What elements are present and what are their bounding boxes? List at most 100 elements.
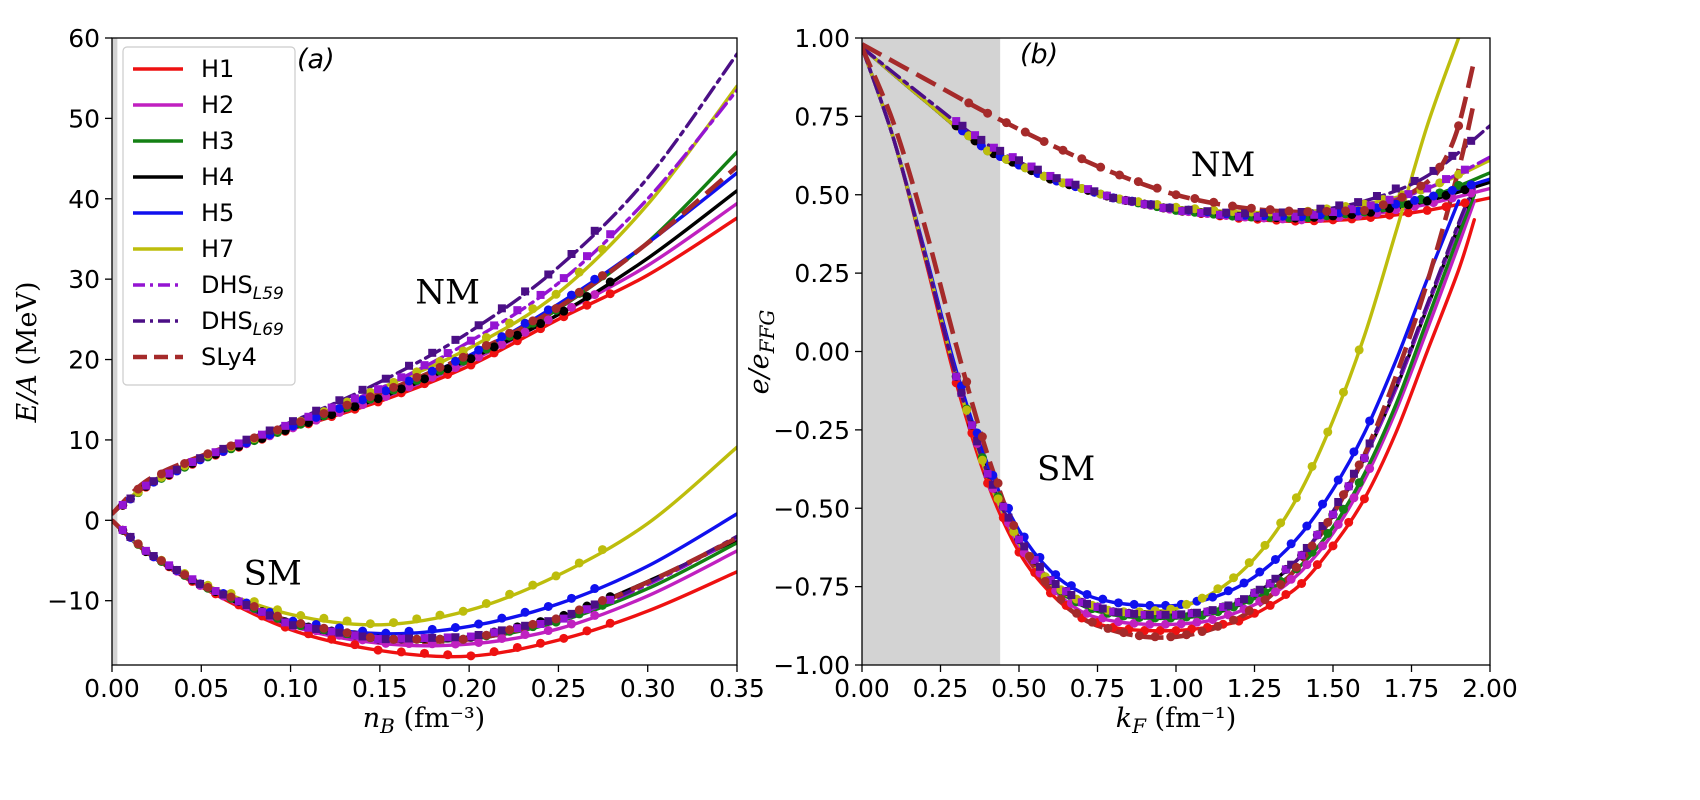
data-point <box>1209 197 1219 207</box>
series-line-dhs_l59-sm <box>112 518 737 642</box>
data-point <box>559 633 569 643</box>
data-point <box>512 642 522 652</box>
data-point <box>988 480 997 489</box>
data-point <box>1297 578 1307 588</box>
data-point <box>582 292 592 302</box>
data-point <box>1344 482 1353 491</box>
data-point <box>1030 555 1039 564</box>
data-point <box>242 600 251 609</box>
data-point <box>1027 162 1036 171</box>
data-point <box>1323 427 1333 437</box>
data-point <box>427 624 437 634</box>
chart-panel-b: 0.00 0.25 0.50 0.75 1.00 1.25 1.50 1.75 2.00 −1.0… <box>744 24 1518 738</box>
data-point <box>1291 562 1301 572</box>
data-point <box>1391 199 1401 209</box>
data-point <box>489 647 499 657</box>
data-point <box>1447 185 1457 195</box>
data-point <box>1150 632 1160 642</box>
x-tick-label: 1.50 <box>1305 674 1361 703</box>
data-point <box>1310 210 1319 219</box>
legend-label-h7: H7 <box>201 235 234 263</box>
y-tick-label: 0.25 <box>794 259 850 288</box>
data-point <box>1460 185 1470 195</box>
data-point <box>405 361 414 370</box>
data-point <box>365 632 375 642</box>
data-point <box>188 458 197 467</box>
data-point <box>1004 513 1013 522</box>
data-point <box>1192 617 1202 627</box>
points-panel-b <box>951 98 1476 642</box>
data-point <box>567 593 577 603</box>
data-point <box>1215 210 1224 219</box>
data-point <box>1385 210 1395 220</box>
data-point <box>1307 461 1317 471</box>
legend-box <box>122 46 296 386</box>
data-point <box>435 634 445 644</box>
data-point <box>342 616 352 626</box>
data-point <box>1354 460 1364 470</box>
data-point <box>443 633 452 642</box>
data-point <box>1058 145 1068 155</box>
data-point <box>1020 127 1030 137</box>
data-point <box>1403 200 1413 210</box>
data-point <box>126 532 135 541</box>
x-tick-label: 0.10 <box>263 674 319 703</box>
data-point <box>528 619 538 629</box>
y-tick-label: 1.00 <box>794 24 850 53</box>
data-point <box>1033 165 1042 174</box>
data-point <box>567 290 577 300</box>
data-point <box>396 384 406 394</box>
data-point <box>977 455 987 465</box>
data-point <box>1397 192 1407 202</box>
data-point <box>1159 203 1168 212</box>
series-line-h3-sm <box>112 518 737 644</box>
data-point <box>1435 178 1445 188</box>
data-point <box>1145 619 1155 629</box>
x-tick-label: 0.35 <box>709 674 765 703</box>
data-point <box>1255 585 1264 594</box>
data-point <box>597 271 607 281</box>
data-point <box>1181 630 1191 640</box>
plot-frame-a <box>111 37 738 666</box>
y-tick-label: 40 <box>68 185 100 214</box>
data-point <box>989 143 998 152</box>
y-tick-label: 50 <box>68 104 100 133</box>
data-point <box>1454 180 1464 190</box>
data-point <box>590 600 599 609</box>
data-point <box>1366 201 1375 210</box>
data-point <box>528 316 538 326</box>
data-point <box>1454 121 1464 131</box>
data-point <box>1272 212 1281 221</box>
data-point <box>312 406 321 415</box>
legend-label-h5: H5 <box>201 199 234 227</box>
data-point <box>993 478 1003 488</box>
y-tick-label: 60 <box>68 24 100 53</box>
data-point <box>513 306 522 315</box>
y-tick-label: 30 <box>68 265 100 294</box>
y-tick-label: −0.25 <box>773 416 850 445</box>
data-point <box>1322 206 1332 216</box>
data-point <box>1270 587 1280 597</box>
data-point <box>1098 604 1107 613</box>
data-point <box>1297 551 1306 560</box>
data-point <box>1365 464 1375 474</box>
data-point <box>1040 576 1050 586</box>
data-point <box>983 108 993 118</box>
data-point <box>234 439 243 448</box>
data-point <box>141 481 150 490</box>
data-point <box>971 131 980 140</box>
data-point <box>505 589 515 599</box>
data-point <box>1359 199 1369 209</box>
data-point <box>304 623 313 632</box>
data-point <box>1286 539 1296 549</box>
data-point <box>474 630 483 639</box>
data-point <box>1334 497 1343 506</box>
data-point <box>481 341 491 351</box>
x-tick-label: 2.00 <box>1462 674 1518 703</box>
data-point <box>1046 171 1055 180</box>
data-point <box>1271 574 1280 583</box>
data-point <box>551 571 561 581</box>
data-point <box>1291 493 1301 503</box>
series-line-h5-sm <box>112 512 737 636</box>
